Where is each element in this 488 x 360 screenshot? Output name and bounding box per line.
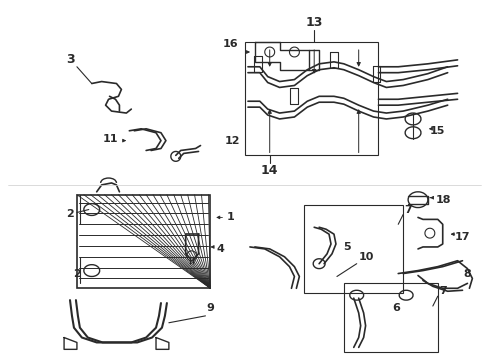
Text: 2: 2: [66, 210, 74, 220]
Text: 8: 8: [463, 269, 470, 279]
Text: 12: 12: [224, 136, 240, 145]
Bar: [304, 204, 402, 293]
Text: 11: 11: [103, 134, 118, 144]
Text: 17: 17: [454, 232, 469, 242]
Text: 13: 13: [305, 16, 322, 29]
Text: 7: 7: [404, 204, 411, 215]
Bar: [244, 42, 378, 156]
Text: 5: 5: [342, 242, 350, 252]
Text: 9: 9: [206, 303, 214, 313]
Text: 10: 10: [358, 252, 373, 262]
Text: 7: 7: [438, 286, 446, 296]
Text: 15: 15: [429, 126, 445, 136]
Text: 16: 16: [222, 39, 238, 49]
Text: 14: 14: [261, 164, 278, 177]
Text: 1: 1: [226, 212, 234, 222]
Text: 2: 2: [73, 269, 81, 279]
Text: 18: 18: [435, 195, 450, 205]
Text: 3: 3: [65, 53, 74, 66]
Bar: [343, 283, 437, 352]
Text: 4: 4: [216, 244, 224, 254]
Bar: [77, 195, 210, 288]
Text: 6: 6: [391, 303, 399, 313]
